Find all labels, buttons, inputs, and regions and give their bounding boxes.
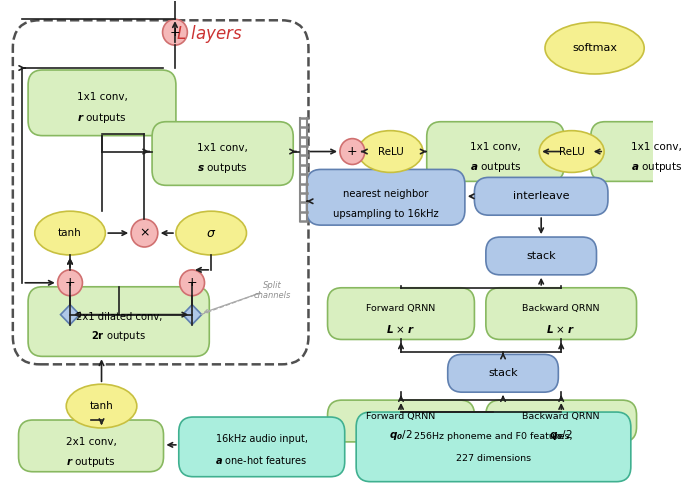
FancyBboxPatch shape	[307, 170, 465, 225]
Text: $\mathbf{2r}$ outputs: $\mathbf{2r}$ outputs	[92, 329, 146, 344]
Text: Backward QRNN: Backward QRNN	[522, 412, 600, 421]
Text: interleave: interleave	[513, 191, 570, 201]
Ellipse shape	[358, 131, 423, 173]
Polygon shape	[61, 305, 80, 324]
Text: nearest neighbor: nearest neighbor	[343, 189, 428, 199]
Text: Backward QRNN: Backward QRNN	[522, 304, 600, 313]
Text: +: +	[187, 276, 197, 289]
Ellipse shape	[540, 131, 604, 173]
Text: +: +	[65, 276, 75, 289]
Circle shape	[340, 139, 365, 165]
Text: $\bfit{r}$ outputs: $\bfit{r}$ outputs	[66, 455, 116, 469]
Text: stack: stack	[488, 368, 518, 378]
Text: $\bfit{a}$ one-hot features: $\bfit{a}$ one-hot features	[216, 454, 308, 466]
FancyBboxPatch shape	[328, 400, 475, 442]
Circle shape	[57, 270, 83, 296]
Text: ReLU: ReLU	[559, 146, 585, 157]
FancyBboxPatch shape	[152, 122, 293, 185]
Circle shape	[163, 19, 187, 45]
Text: tanh: tanh	[58, 228, 82, 238]
Text: 227 dimensions: 227 dimensions	[456, 454, 531, 463]
Text: $\bfit{q_0}$/2: $\bfit{q_0}$/2	[389, 428, 413, 442]
FancyBboxPatch shape	[486, 237, 596, 275]
Text: upsampling to 16kHz: upsampling to 16kHz	[333, 209, 438, 219]
Text: $\bfit{q_0}$/2: $\bfit{q_0}$/2	[549, 428, 573, 442]
FancyBboxPatch shape	[18, 420, 163, 472]
Text: $\bfit{a}$ outputs: $\bfit{a}$ outputs	[631, 160, 682, 175]
FancyBboxPatch shape	[179, 417, 345, 477]
FancyBboxPatch shape	[427, 122, 564, 181]
Text: $\it{L}$ layers: $\it{L}$ layers	[176, 23, 242, 45]
Ellipse shape	[545, 22, 644, 74]
Text: 1x1 conv,: 1x1 conv,	[470, 141, 521, 151]
Text: +: +	[347, 145, 358, 158]
Text: ×: ×	[139, 227, 150, 240]
Text: $\bfit{s}$ outputs: $\bfit{s}$ outputs	[197, 161, 248, 176]
Text: softmax: softmax	[572, 43, 617, 53]
Ellipse shape	[176, 211, 247, 255]
Text: Forward QRNN: Forward QRNN	[366, 412, 436, 421]
FancyBboxPatch shape	[486, 288, 637, 340]
Text: 2x1 dilated conv,: 2x1 dilated conv,	[76, 312, 162, 321]
Text: 256Hz phoneme and F0 features,: 256Hz phoneme and F0 features,	[415, 432, 573, 441]
Ellipse shape	[35, 211, 105, 255]
Text: ReLU: ReLU	[378, 146, 404, 157]
Text: $\bfit{r}$ outputs: $\bfit{r}$ outputs	[77, 111, 127, 125]
Polygon shape	[182, 305, 201, 324]
Circle shape	[131, 219, 158, 247]
Circle shape	[180, 270, 204, 296]
FancyBboxPatch shape	[28, 70, 176, 136]
FancyBboxPatch shape	[328, 288, 475, 340]
Text: 1x1 conv,: 1x1 conv,	[197, 142, 248, 152]
FancyBboxPatch shape	[13, 20, 309, 364]
FancyBboxPatch shape	[486, 400, 637, 442]
Text: $\bfit{L}$ $\times$ $\bfit{r}$: $\bfit{L}$ $\times$ $\bfit{r}$	[386, 322, 416, 335]
Text: 1x1 conv,: 1x1 conv,	[631, 141, 682, 151]
FancyBboxPatch shape	[475, 177, 608, 215]
Text: $\bfit{L}$ $\times$ $\bfit{r}$: $\bfit{L}$ $\times$ $\bfit{r}$	[546, 322, 576, 335]
Text: $\sigma$: $\sigma$	[206, 227, 217, 240]
FancyBboxPatch shape	[448, 354, 558, 392]
Text: tanh: tanh	[89, 401, 113, 411]
FancyBboxPatch shape	[28, 287, 209, 356]
FancyBboxPatch shape	[591, 122, 683, 181]
Text: stack: stack	[527, 251, 556, 261]
Text: $\bfit{a}$ outputs: $\bfit{a}$ outputs	[470, 160, 521, 175]
Text: 16kHz audio input,: 16kHz audio input,	[216, 434, 308, 444]
Text: 2x1 conv,: 2x1 conv,	[66, 437, 117, 447]
Ellipse shape	[66, 384, 137, 428]
Text: +: +	[169, 26, 180, 39]
Text: Forward QRNN: Forward QRNN	[366, 304, 436, 313]
Text: 1x1 conv,: 1x1 conv,	[76, 92, 128, 102]
Text: Split
channels: Split channels	[253, 281, 291, 300]
FancyBboxPatch shape	[356, 412, 631, 482]
